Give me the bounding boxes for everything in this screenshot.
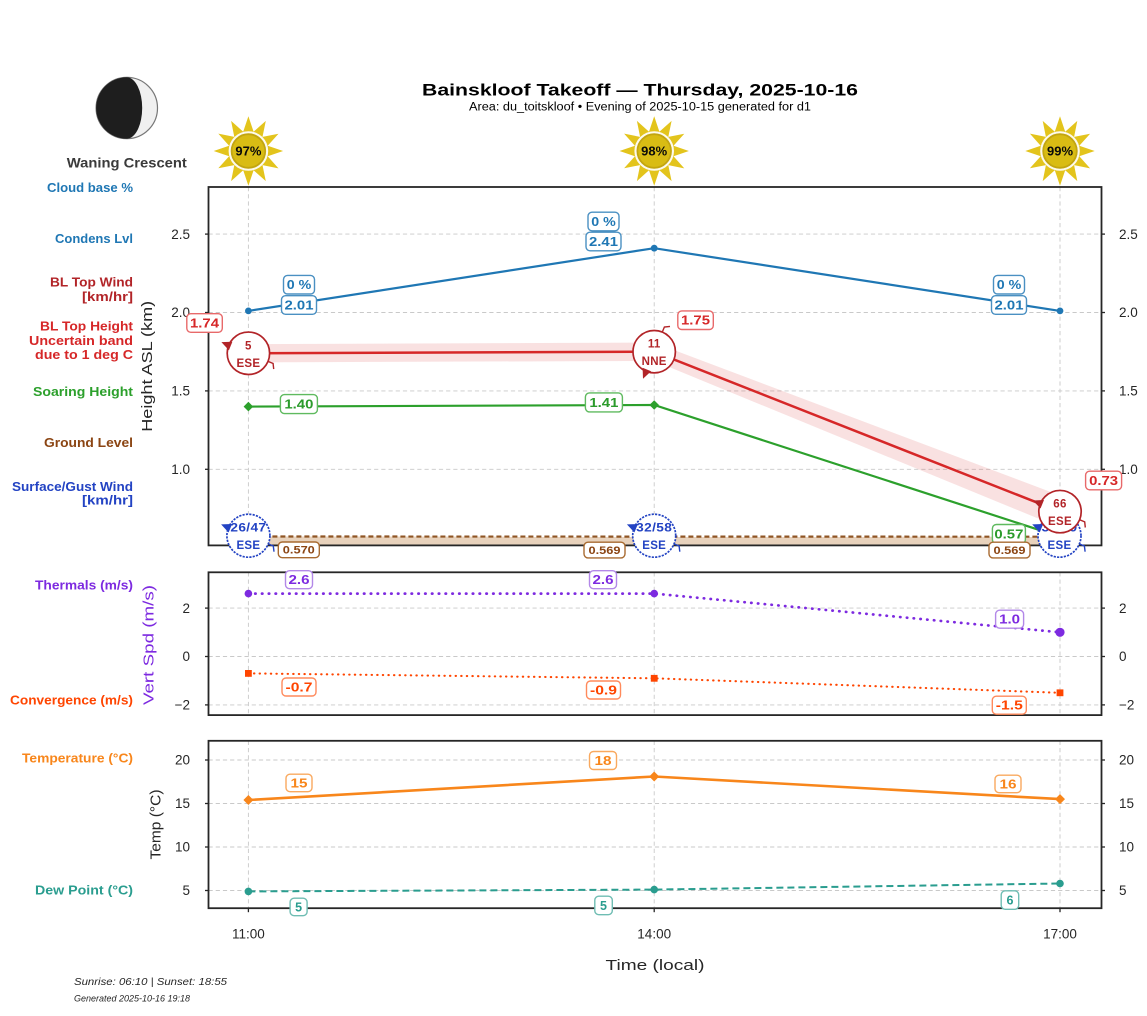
svg-text:5: 5 <box>295 900 302 914</box>
svg-text:1.75: 1.75 <box>681 314 710 328</box>
svg-text:99%: 99% <box>1047 144 1073 158</box>
svg-text:Time (local): Time (local) <box>606 957 705 974</box>
svg-text:11:00: 11:00 <box>232 927 265 942</box>
svg-text:Temperature (°C): Temperature (°C) <box>22 750 133 765</box>
svg-text:1.0: 1.0 <box>999 613 1020 627</box>
svg-text:[km/hr]: [km/hr] <box>82 289 133 304</box>
svg-text:−2: −2 <box>175 698 190 713</box>
svg-text:1.41: 1.41 <box>589 396 618 410</box>
svg-text:20: 20 <box>175 753 190 768</box>
svg-text:Generated 2025-10-16 19:18: Generated 2025-10-16 19:18 <box>74 994 190 1004</box>
svg-text:Area: du_toitskloof • Evening: Area: du_toitskloof • Evening of 2025-10… <box>469 102 811 114</box>
svg-text:Thermals (m/s): Thermals (m/s) <box>35 577 133 592</box>
svg-text:15: 15 <box>1119 796 1134 811</box>
svg-text:2: 2 <box>182 601 190 616</box>
svg-text:Surface/Gust Wind: Surface/Gust Wind <box>12 479 133 494</box>
svg-text:10: 10 <box>1119 840 1134 855</box>
svg-text:ESE: ESE <box>1048 540 1072 552</box>
svg-text:BL Top Height: BL Top Height <box>40 318 134 333</box>
svg-text:Vert Spd (m/s): Vert Spd (m/s) <box>140 585 157 705</box>
svg-text:Ground Level: Ground Level <box>44 435 133 450</box>
svg-text:16: 16 <box>1000 777 1017 791</box>
svg-text:ESE: ESE <box>236 358 260 370</box>
svg-text:NNE: NNE <box>642 356 667 368</box>
svg-text:32/58: 32/58 <box>636 523 672 535</box>
svg-text:0.73: 0.73 <box>1089 474 1118 488</box>
svg-text:-1.5: -1.5 <box>996 699 1023 713</box>
svg-text:5: 5 <box>600 899 607 913</box>
svg-text:Height ASL (km): Height ASL (km) <box>139 301 156 432</box>
svg-text:18: 18 <box>595 754 612 768</box>
svg-text:-0.9: -0.9 <box>590 683 617 697</box>
svg-text:0.570: 0.570 <box>283 545 315 557</box>
svg-text:−2: −2 <box>1119 698 1134 713</box>
svg-text:2.6: 2.6 <box>289 573 310 587</box>
svg-text:Uncertain band: Uncertain band <box>29 333 133 348</box>
svg-text:2.01: 2.01 <box>995 298 1024 312</box>
svg-text:0.569: 0.569 <box>589 545 621 557</box>
svg-text:5: 5 <box>182 883 190 898</box>
svg-text:BL Top Wind: BL Top Wind <box>50 274 133 289</box>
svg-text:97%: 97% <box>235 144 261 158</box>
svg-text:20: 20 <box>1119 753 1134 768</box>
svg-text:1.0: 1.0 <box>1119 462 1138 477</box>
svg-text:1.5: 1.5 <box>1119 384 1138 399</box>
svg-text:0 %: 0 % <box>591 215 616 229</box>
svg-text:1.0: 1.0 <box>171 462 190 477</box>
svg-text:1.74: 1.74 <box>190 316 219 330</box>
svg-text:0.57: 0.57 <box>994 527 1023 541</box>
svg-text:0: 0 <box>1119 649 1127 664</box>
svg-text:2.41: 2.41 <box>589 235 618 249</box>
svg-text:[km/hr]: [km/hr] <box>82 493 133 508</box>
svg-text:0 %: 0 % <box>287 278 312 292</box>
svg-text:Dew Point (°C): Dew Point (°C) <box>35 882 133 897</box>
svg-text:Temp (°C): Temp (°C) <box>147 789 164 859</box>
svg-text:ESE: ESE <box>642 540 666 552</box>
svg-text:2.0: 2.0 <box>1119 305 1138 320</box>
svg-text:66: 66 <box>1053 499 1066 511</box>
svg-text:2.6: 2.6 <box>593 573 614 587</box>
svg-text:due to 1 deg C: due to 1 deg C <box>35 347 133 362</box>
svg-text:Condens Lvl: Condens Lvl <box>55 231 133 246</box>
svg-text:Soaring Height: Soaring Height <box>33 384 134 399</box>
svg-text:Sunrise: 06:10 | Sunset: 18:55: Sunrise: 06:10 | Sunset: 18:55 <box>74 976 227 988</box>
svg-text:15: 15 <box>291 776 308 790</box>
svg-text:ESE: ESE <box>236 540 260 552</box>
svg-text:2.5: 2.5 <box>1119 227 1138 242</box>
svg-text:98%: 98% <box>641 144 667 158</box>
svg-text:10: 10 <box>175 840 190 855</box>
svg-text:6: 6 <box>1007 893 1014 907</box>
svg-text:ESE: ESE <box>1048 516 1072 528</box>
svg-text:0 %: 0 % <box>997 278 1022 292</box>
svg-text:Convergence (m/s): Convergence (m/s) <box>10 692 133 707</box>
svg-text:11: 11 <box>648 339 661 351</box>
svg-text:0.569: 0.569 <box>994 545 1026 557</box>
svg-text:2.0: 2.0 <box>171 305 190 320</box>
svg-text:5: 5 <box>245 340 252 352</box>
svg-text:0: 0 <box>182 649 190 664</box>
svg-text:Cloud base %: Cloud base % <box>47 180 134 195</box>
svg-text:17:00: 17:00 <box>1043 927 1077 942</box>
svg-text:5: 5 <box>1119 883 1127 898</box>
svg-text:2.5: 2.5 <box>171 227 190 242</box>
svg-text:15: 15 <box>175 796 190 811</box>
svg-text:Waning Crescent: Waning Crescent <box>67 155 188 170</box>
svg-text:-0.7: -0.7 <box>286 680 313 694</box>
svg-text:2: 2 <box>1119 601 1127 616</box>
svg-text:1.40: 1.40 <box>284 397 313 411</box>
svg-text:Bainskloof Takeoff — Thursday,: Bainskloof Takeoff — Thursday, 2025-10-1… <box>422 81 858 99</box>
svg-text:26/47: 26/47 <box>230 523 266 535</box>
svg-text:14:00: 14:00 <box>637 927 671 942</box>
svg-text:1.5: 1.5 <box>171 384 190 399</box>
svg-text:2.01: 2.01 <box>285 298 314 312</box>
